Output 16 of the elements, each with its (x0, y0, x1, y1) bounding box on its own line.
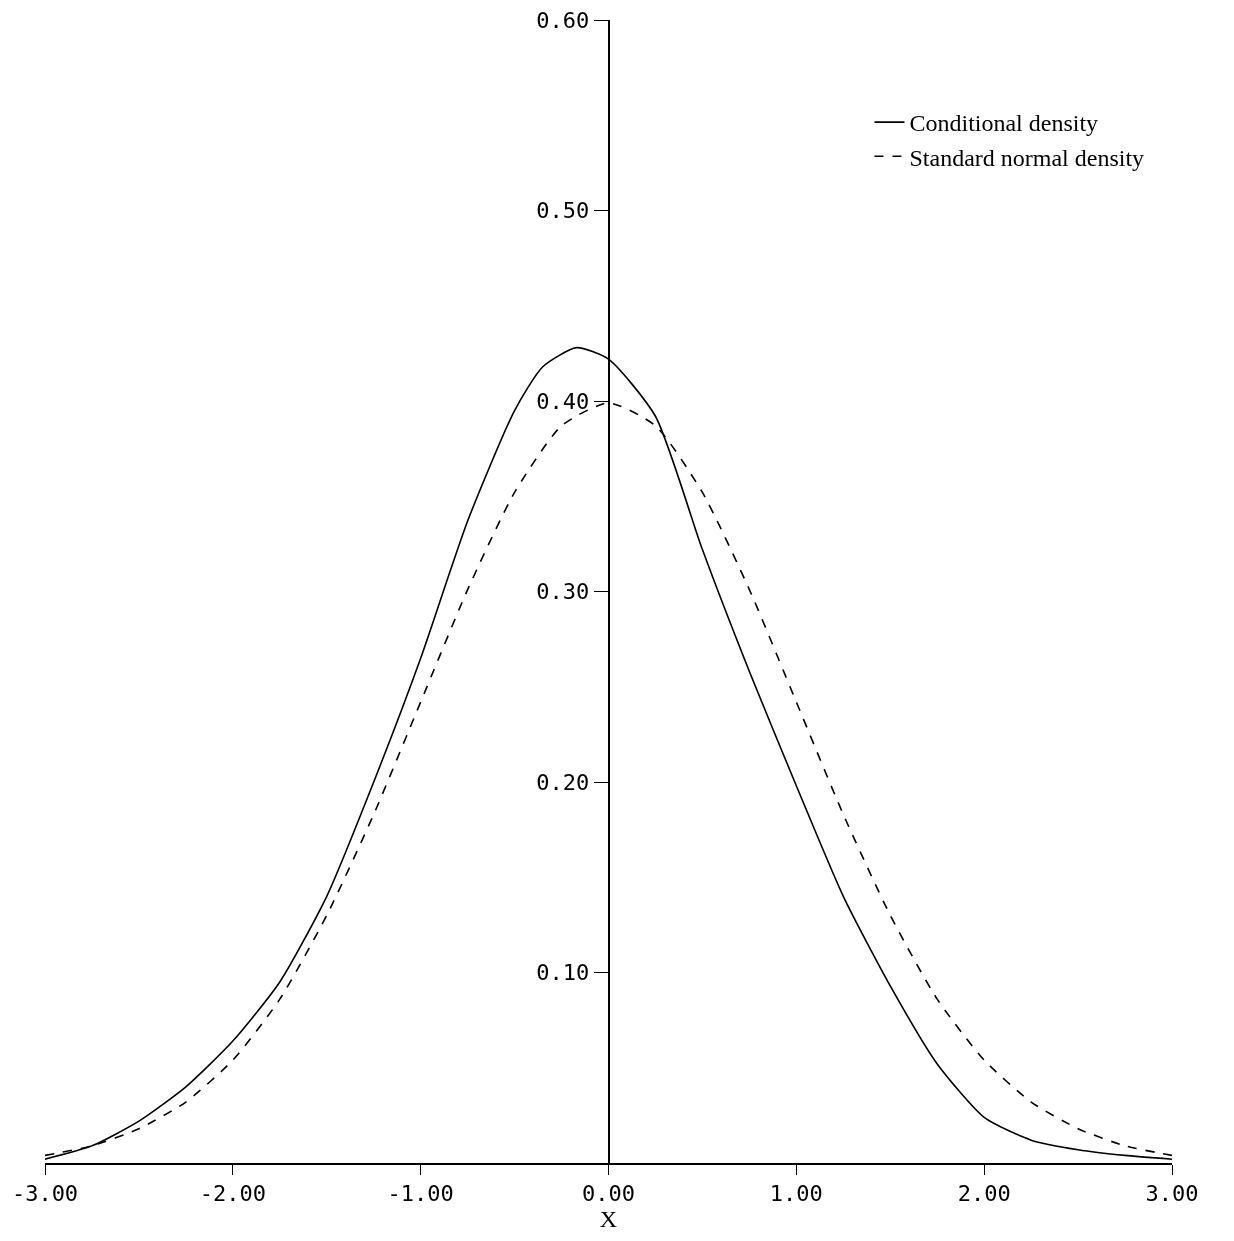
x-axis-title: X (599, 1206, 618, 1233)
legend-label: Conditional density (909, 110, 1099, 137)
x-tick-label: 1.00 (769, 1181, 823, 1207)
x-tick-label: -3.00 (11, 1181, 79, 1207)
y-tick-label: 0.30 (536, 579, 590, 605)
x-tick-label: -1.00 (387, 1181, 454, 1207)
y-tick-label: 0.40 (536, 388, 590, 414)
x-tick-label: 0.00 (582, 1181, 635, 1207)
y-tick-label: 0.20 (536, 769, 590, 795)
legend-label: Standard normal density (909, 144, 1145, 171)
y-tick-label: 0.60 (536, 7, 590, 33)
y-tick-label: 0.50 (536, 198, 590, 224)
x-tick-label: 2.00 (957, 1181, 1011, 1207)
x-tick-label: 3.00 (1145, 1181, 1199, 1207)
y-tick-label: 0.10 (536, 960, 590, 986)
x-tick-label: -2.00 (199, 1181, 266, 1207)
